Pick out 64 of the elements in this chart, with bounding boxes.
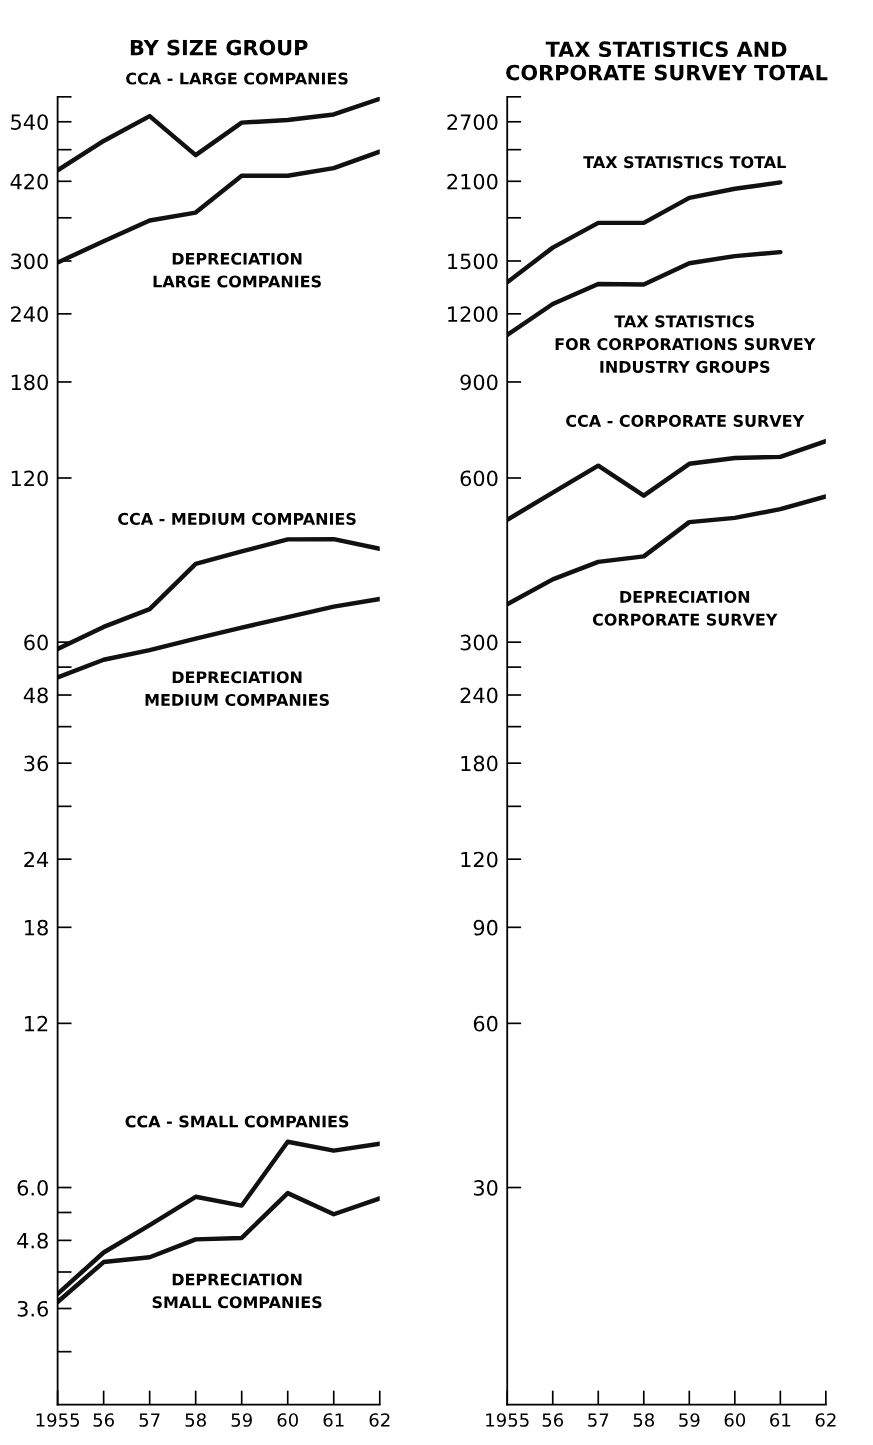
x-tick-label: 59 [231,1413,252,1427]
y-tick-label: 600 [460,470,498,487]
x-tick-label: 58 [185,1413,206,1427]
series-label: CCA - CORPORATE SURVEY [566,414,805,427]
line-series [507,494,826,607]
y-tick-label: 180 [11,374,48,391]
line-series [507,180,783,285]
y-tick-label: 90 [473,919,498,936]
x-tick-label: 57 [588,1413,609,1427]
x-tick-label: 60 [724,1413,746,1427]
x-tick-label: 56 [93,1413,114,1427]
y-tick-label: 300 [460,634,498,651]
x-tick-label: 1955 [486,1413,529,1427]
line-series [57,149,380,265]
y-tick-label: 4.8 [17,1232,48,1249]
x-tick-label: 61 [770,1413,791,1427]
x-tick-label: 1955 [36,1413,80,1427]
y-tick-label: 240 [460,687,498,704]
chart-title: BY SIZE GROUP [130,39,308,56]
y-tick-label: 2700 [447,114,498,130]
line-series [57,96,380,173]
y-tick-label: 60 [473,1015,498,1032]
y-tick-label: 1500 [448,253,498,270]
series-label: CCA - MEDIUM COMPANIES [118,512,356,525]
y-tick-label: 240 [11,306,48,323]
y-tick-label: 120 [11,470,48,487]
y-tick-label: 12 [25,1015,48,1032]
y-tick-label: 420 [10,173,48,190]
x-tick-label: 56 [542,1413,564,1427]
y-tick-label: 900 [460,374,498,391]
line-series [507,438,826,522]
x-tick-label: 59 [679,1413,700,1427]
y-tick-label: 24 [24,851,49,868]
y-tick-label: 2100 [447,173,498,190]
y-tick-label: 48 [23,687,48,704]
y-tick-label: 36 [24,755,48,772]
y-tick-label: 120 [461,851,498,868]
series-label: DEPRECIATION SMALL COMPANIES [152,1273,322,1309]
line-series [57,536,380,652]
y-tick-label: 30 [473,1179,498,1196]
y-tick-label: 1200 [448,306,498,323]
y-tick-label: 6.0 [17,1179,48,1196]
x-tick-label: 62 [369,1413,390,1427]
x-tick-label: 62 [815,1413,836,1427]
y-tick-label: 3.6 [17,1300,48,1317]
y-tick-label: 18 [25,919,48,936]
line-series [507,249,783,338]
y-tick-label: 300 [11,253,48,270]
series-label: DEPRECIATION LARGE COMPANIES [153,252,321,288]
x-tick-label: 58 [633,1413,655,1427]
y-tick-label: 540 [11,114,48,130]
chart-title: TAX STATISTICS AND CORPORATE SURVEY TOTAL [506,41,828,81]
series-label: CCA - SMALL COMPANIES [125,1115,349,1128]
series-label: TAX STATISTICS FOR CORPORATIONS SURVEY INDUSTRY GROUPS [555,315,816,373]
y-tick-label: 180 [461,755,498,772]
x-tick-label: 57 [139,1413,160,1427]
series-label: DEPRECIATION MEDIUM COMPANIES [145,671,329,706]
y-tick-label: 60 [24,634,48,651]
x-tick-label: 60 [277,1413,298,1427]
series-label: DEPRECIATION CORPORATE SURVEY [592,590,778,626]
series-label: TAX STATISTICS TOTAL [583,156,786,169]
series-label: CCA - LARGE COMPANIES [126,72,348,85]
line-series [57,1139,380,1297]
x-tick-label: 61 [323,1413,344,1427]
